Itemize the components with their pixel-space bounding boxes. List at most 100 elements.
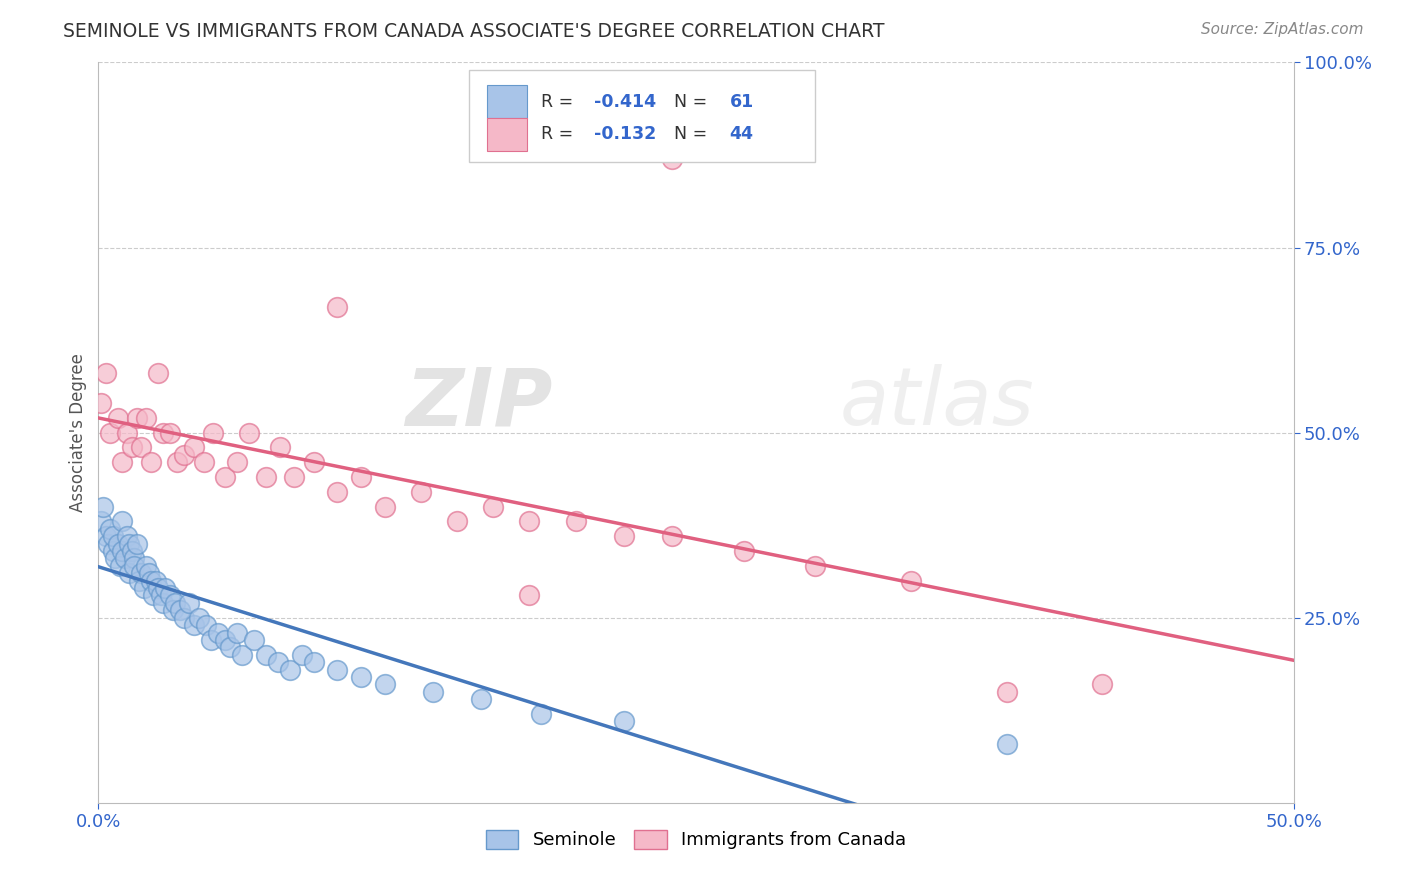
Point [900,574,922,588]
Point [243,632,266,647]
Point [267,655,290,669]
Point [97,536,120,550]
Point [90,515,112,529]
Point [238,425,260,440]
Point [214,470,236,484]
Point [118,536,141,550]
Text: N =: N = [675,125,713,144]
Text: -0.414: -0.414 [595,93,657,111]
Point [733,544,755,558]
Point [148,367,170,381]
Point [195,618,218,632]
Point [207,625,229,640]
Point [302,455,325,469]
Point [446,515,468,529]
Point [565,515,588,529]
Point [163,596,186,610]
Point [121,441,143,455]
Point [517,515,540,529]
Point [350,470,373,484]
Point [470,692,492,706]
Y-axis label: Associate's Degree: Associate's Degree [69,353,87,512]
Point [115,529,138,543]
Point [517,589,540,603]
Text: SEMINOLE VS IMMIGRANTS FROM CANADA ASSOCIATE'S DEGREE CORRELATION CHART: SEMINOLE VS IMMIGRANTS FROM CANADA ASSOC… [63,22,884,41]
Point [214,632,236,647]
Point [162,603,184,617]
Point [254,470,277,484]
Point [139,455,162,469]
Point [219,640,242,655]
Point [350,670,373,684]
Point [254,648,277,662]
Point [613,714,636,729]
Point [326,663,349,677]
Point [995,685,1018,699]
Legend: Seminole, Immigrants from Canada: Seminole, Immigrants from Canada [478,823,914,856]
Text: ZIP: ZIP [405,364,553,442]
Point [124,558,146,573]
Point [326,484,349,499]
Point [107,410,129,425]
Point [135,558,157,573]
Point [173,610,195,624]
Text: N =: N = [675,93,713,111]
Point [101,544,124,558]
Point [202,425,225,440]
Point [1091,677,1114,691]
Point [159,589,181,603]
Text: Source: ZipAtlas.com: Source: ZipAtlas.com [1201,22,1364,37]
Text: R =: R = [541,125,578,144]
Point [187,610,209,624]
Point [173,448,195,462]
Text: 61: 61 [730,93,754,111]
Point [302,655,325,669]
Point [231,648,253,662]
Point [124,551,146,566]
Point [149,589,172,603]
Text: atlas: atlas [839,364,1035,442]
Text: R =: R = [541,93,578,111]
Point [115,425,138,440]
Point [291,648,314,662]
Point [661,529,683,543]
Point [131,441,153,455]
Point [131,566,153,581]
Point [125,536,148,550]
Point [91,500,114,514]
Point [183,618,205,632]
Point [121,544,143,558]
Point [111,515,134,529]
Point [159,425,181,440]
Point [374,677,396,691]
Point [613,529,636,543]
Point [98,522,122,536]
Point [111,455,134,469]
Point [166,455,188,469]
Point [269,441,291,455]
Point [128,574,150,588]
Point [278,663,301,677]
Point [804,558,827,573]
Point [661,152,683,166]
Point [200,632,222,647]
Point [132,581,155,595]
Point [125,410,148,425]
Point [104,551,127,566]
Point [101,529,124,543]
Point [107,536,129,550]
Text: -0.132: -0.132 [595,125,657,144]
Point [145,574,167,588]
Point [152,425,174,440]
Point [155,581,177,595]
FancyBboxPatch shape [486,86,527,118]
Point [411,484,433,499]
Text: 44: 44 [730,125,754,144]
Point [111,544,134,558]
Point [283,470,305,484]
Point [179,596,201,610]
FancyBboxPatch shape [486,118,527,151]
Point [138,566,160,581]
Point [108,558,131,573]
Point [193,455,215,469]
